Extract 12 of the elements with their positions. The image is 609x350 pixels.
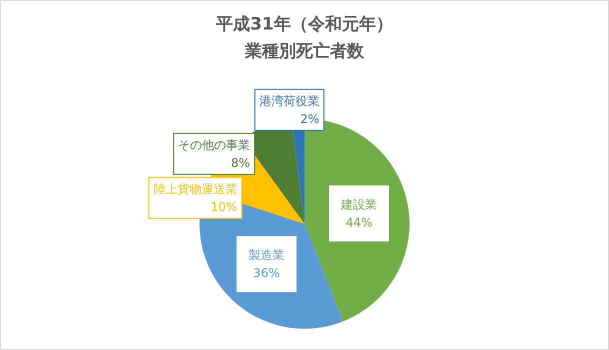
slice-label: 建設業 <box>340 197 378 212</box>
chart-title: 平成31年（令和元年） <box>215 14 393 34</box>
slice-label: 陸上貨物運送業 <box>153 182 238 196</box>
data-label: 36% <box>253 266 280 280</box>
data-label: 8% <box>231 156 250 170</box>
slice-label: 港湾荷役業 <box>259 94 320 108</box>
data-label: 44% <box>346 215 372 230</box>
slice-label: その他の事業 <box>178 138 250 152</box>
slice-label: 製造業 <box>248 248 285 262</box>
chart-subtitle: 業種別死亡者数 <box>244 42 365 62</box>
data-label: 2% <box>300 112 320 126</box>
data-label: 10% <box>210 200 238 214</box>
